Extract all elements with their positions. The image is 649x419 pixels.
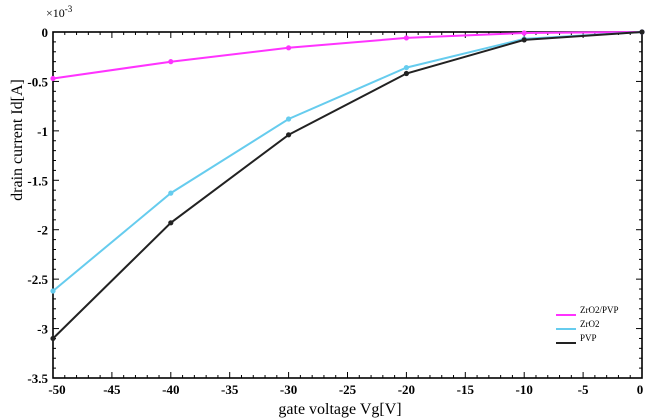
x-axis: -50 -45 -40 -35 -30 -25 -20 -15 -10 -5 0 bbox=[48, 32, 643, 397]
legend: ZrO2/PVP ZrO2 PVP bbox=[556, 305, 619, 344]
y-tick-label: -1.5 bbox=[27, 173, 48, 188]
y-tick-label: -0.5 bbox=[27, 74, 48, 89]
x-tick-label: -45 bbox=[103, 382, 121, 397]
x-tick-label: -5 bbox=[578, 382, 589, 397]
y-exponent-power: -3 bbox=[65, 4, 73, 14]
y-exponent-label: ×10-3 bbox=[46, 4, 73, 20]
data-point bbox=[286, 132, 292, 138]
data-point bbox=[403, 35, 409, 41]
x-tick-label: -35 bbox=[221, 382, 239, 397]
series-line-pvp bbox=[52, 31, 643, 340]
x-tick-label: -30 bbox=[280, 382, 297, 397]
plot-area bbox=[52, 31, 643, 379]
x-tick-label: -25 bbox=[339, 382, 357, 397]
data-point bbox=[286, 45, 292, 51]
x-tick-label: -15 bbox=[457, 382, 475, 397]
legend-label: PVP bbox=[580, 333, 597, 343]
y-axis: 0 -0.5 -1 -1.5 -2 -2.5 -3 -3.5 bbox=[27, 25, 642, 386]
data-point bbox=[521, 37, 527, 43]
x-tick-label: -20 bbox=[398, 382, 415, 397]
data-point bbox=[403, 70, 409, 77]
data-point bbox=[50, 75, 56, 82]
data-point bbox=[168, 59, 174, 65]
y-axis-title: drain current Id[A] bbox=[9, 79, 26, 201]
data-point bbox=[168, 190, 174, 196]
x-tick-label: 0 bbox=[637, 382, 644, 397]
y-tick-label: -2 bbox=[37, 223, 48, 238]
x-tick-label: -50 bbox=[48, 382, 65, 397]
legend-label: ZrO2 bbox=[580, 319, 600, 329]
x-axis-title: gate voltage Vg[V] bbox=[278, 401, 401, 418]
data-point bbox=[50, 335, 56, 342]
y-tick-label: -1 bbox=[37, 124, 48, 139]
legend-label: ZrO2/PVP bbox=[580, 305, 619, 315]
data-point bbox=[403, 64, 409, 71]
data-point bbox=[50, 288, 56, 294]
plot-frame bbox=[52, 31, 643, 379]
data-point bbox=[639, 29, 645, 35]
data-point bbox=[286, 116, 292, 122]
series-layer bbox=[50, 29, 645, 342]
y-tick-label: 0 bbox=[42, 25, 49, 40]
x-tick-label: -40 bbox=[162, 382, 179, 397]
y-tick-label: -3 bbox=[37, 322, 48, 337]
series-line-zro2-pvp bbox=[52, 31, 643, 80]
x-tick-label: -10 bbox=[516, 382, 533, 397]
y-tick-label: -2.5 bbox=[27, 272, 48, 287]
data-point bbox=[168, 220, 174, 226]
data-point bbox=[521, 30, 527, 36]
y-tick-label: -3.5 bbox=[27, 371, 48, 386]
